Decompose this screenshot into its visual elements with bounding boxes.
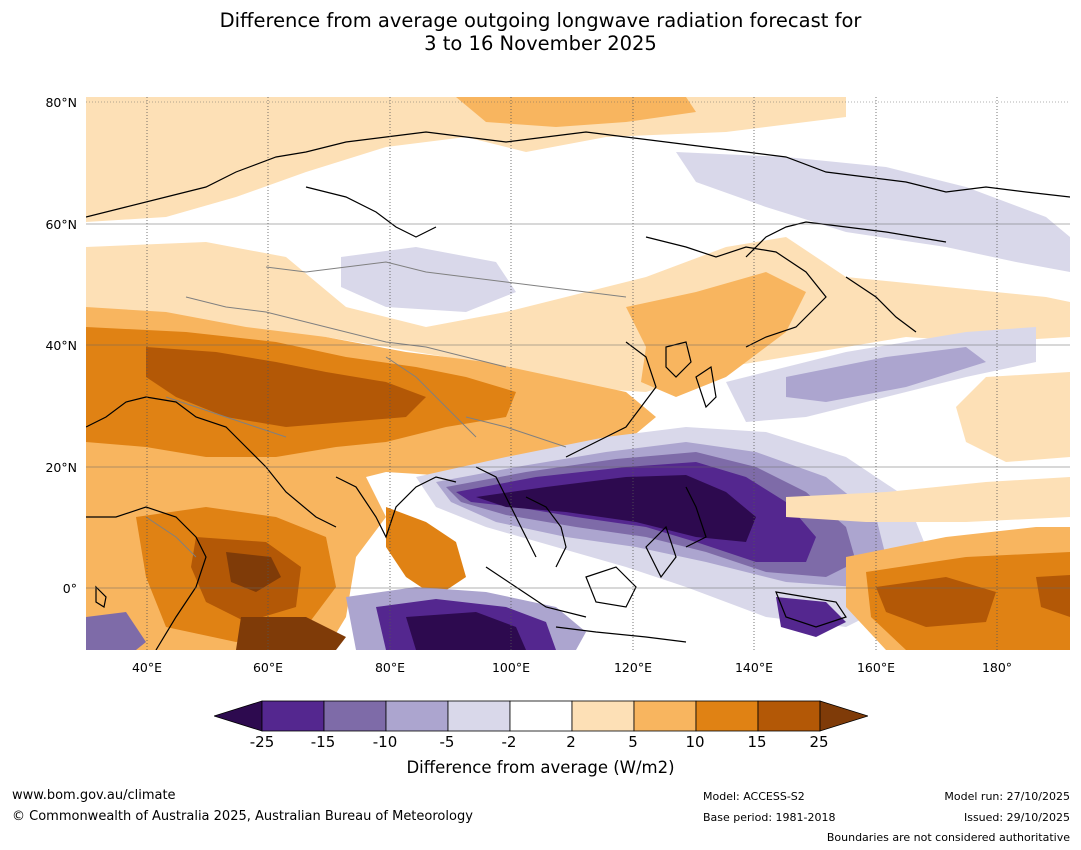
lat-label-20n: 20°N: [45, 460, 77, 475]
anomaly-region: [86, 97, 846, 222]
coastline: [585, 566, 637, 608]
boundary: [165, 396, 287, 438]
footer-issued: Issued: 29/10/2025: [963, 811, 1070, 824]
longitude-gridlines: [146, 97, 998, 650]
coastline: [86, 506, 207, 650]
colorbar-tick: -25: [249, 733, 275, 751]
coastline: [485, 566, 587, 618]
anomaly-region: [226, 552, 281, 592]
colorbar-extend-low: [214, 700, 263, 732]
colorbar-tick: 15: [747, 733, 767, 751]
lon-label-120e: 120°E: [613, 660, 652, 675]
colorbar-segment: [447, 700, 511, 732]
colorbar-segment: [757, 700, 821, 732]
anomaly-region: [456, 97, 696, 127]
anomaly-region: [1036, 575, 1070, 617]
country-boundaries: [145, 261, 627, 558]
footer-base-period: Base period: 1981-2018: [703, 811, 836, 824]
colorbar-segment: [695, 700, 759, 732]
olr-anomaly-map: [86, 97, 1070, 650]
coastline: [335, 476, 457, 539]
colorbar-tick: -10: [372, 733, 398, 751]
chart-title: Difference from average outgoing longwav…: [0, 9, 1081, 55]
lon-label-180: 180°: [981, 660, 1013, 675]
footer-copyright: © Commonwealth of Australia 2025, Austra…: [12, 809, 473, 824]
lon-label-80e: 80°E: [374, 660, 406, 675]
coastline: [555, 626, 687, 643]
anomaly-region: [776, 597, 846, 637]
anomaly-region: [341, 247, 516, 312]
coastlines: [86, 131, 1070, 650]
coastline: [86, 131, 1070, 218]
coastline: [565, 341, 657, 458]
anomaly-region: [86, 612, 146, 650]
lon-label-60e: 60°E: [252, 660, 284, 675]
coastline: [775, 591, 847, 628]
coastline: [645, 525, 677, 579]
coastline: [645, 236, 827, 348]
anomaly-region: [626, 272, 806, 397]
lon-label-160e: 160°E: [856, 660, 895, 675]
footer-disclaimer: Boundaries are not considered authoritat…: [826, 831, 1070, 844]
colorbar-label: Difference from average (W/m2): [406, 758, 675, 777]
anomaly-region: [86, 237, 1070, 392]
coastline: [95, 585, 107, 608]
coastline: [525, 496, 567, 568]
anomaly-region: [786, 477, 1070, 522]
colorbar-tick: 5: [628, 733, 638, 751]
latitude-gridlines: [86, 101, 1070, 589]
colorbar-segment: [571, 700, 635, 732]
coastline: [845, 276, 917, 333]
coastline: [475, 466, 537, 558]
colorbar-segments: [214, 700, 868, 732]
lon-label-100e: 100°E: [491, 660, 530, 675]
colorbar-tick: 10: [685, 733, 705, 751]
footer-model: Model: ACCESS-S2: [703, 790, 805, 803]
colorbar-tick: -5: [439, 733, 455, 751]
coastline: [305, 186, 437, 238]
boundary: [265, 261, 627, 298]
boundary: [185, 296, 507, 368]
anomaly-region: [86, 97, 176, 142]
colorbar-tick: 25: [809, 733, 829, 751]
lat-label-80n: 80°N: [45, 95, 77, 110]
anomaly-region: [386, 507, 466, 597]
boundary: [145, 516, 197, 558]
footer-website: www.bom.gov.au/climate: [12, 788, 176, 803]
coastline: [685, 486, 707, 548]
anomaly-region: [236, 617, 346, 650]
colorbar-segment: [385, 700, 449, 732]
anomaly-region: [476, 475, 756, 542]
colorbar-segment: [509, 700, 573, 732]
anomaly-region: [676, 152, 1070, 272]
coastline: [695, 365, 717, 409]
coastline: [665, 341, 692, 378]
lon-label-40e: 40°E: [131, 660, 163, 675]
title-line-2: 3 to 16 November 2025: [424, 32, 657, 55]
colorbar-tick: -2: [501, 733, 517, 751]
anomaly-region: [876, 577, 996, 627]
lat-label-40n: 40°N: [45, 338, 77, 353]
lat-label-60n: 60°N: [45, 217, 77, 232]
colorbar-tick: -15: [310, 733, 336, 751]
title-line-1: Difference from average outgoing longwav…: [219, 9, 862, 32]
colorbar: [214, 700, 868, 732]
footer-model-run: Model run: 27/10/2025: [944, 790, 1070, 803]
colorbar-segment: [261, 700, 325, 732]
anomaly-region: [146, 347, 426, 427]
colorbar-segment: [633, 700, 697, 732]
colorbar-segment: [323, 700, 387, 732]
lat-label-0: 0°: [62, 581, 77, 596]
anomaly-region: [956, 372, 1070, 462]
anomaly-region: [786, 347, 986, 402]
coastline: [745, 221, 947, 258]
map-svg: [86, 97, 1070, 650]
colorbar-tick: 2: [566, 733, 576, 751]
boundary: [465, 416, 567, 448]
boundary: [385, 356, 477, 438]
colorbar-extend-high: [819, 700, 868, 732]
lon-label-140e: 140°E: [734, 660, 773, 675]
coastline: [86, 396, 337, 528]
anomaly-region: [406, 612, 526, 650]
